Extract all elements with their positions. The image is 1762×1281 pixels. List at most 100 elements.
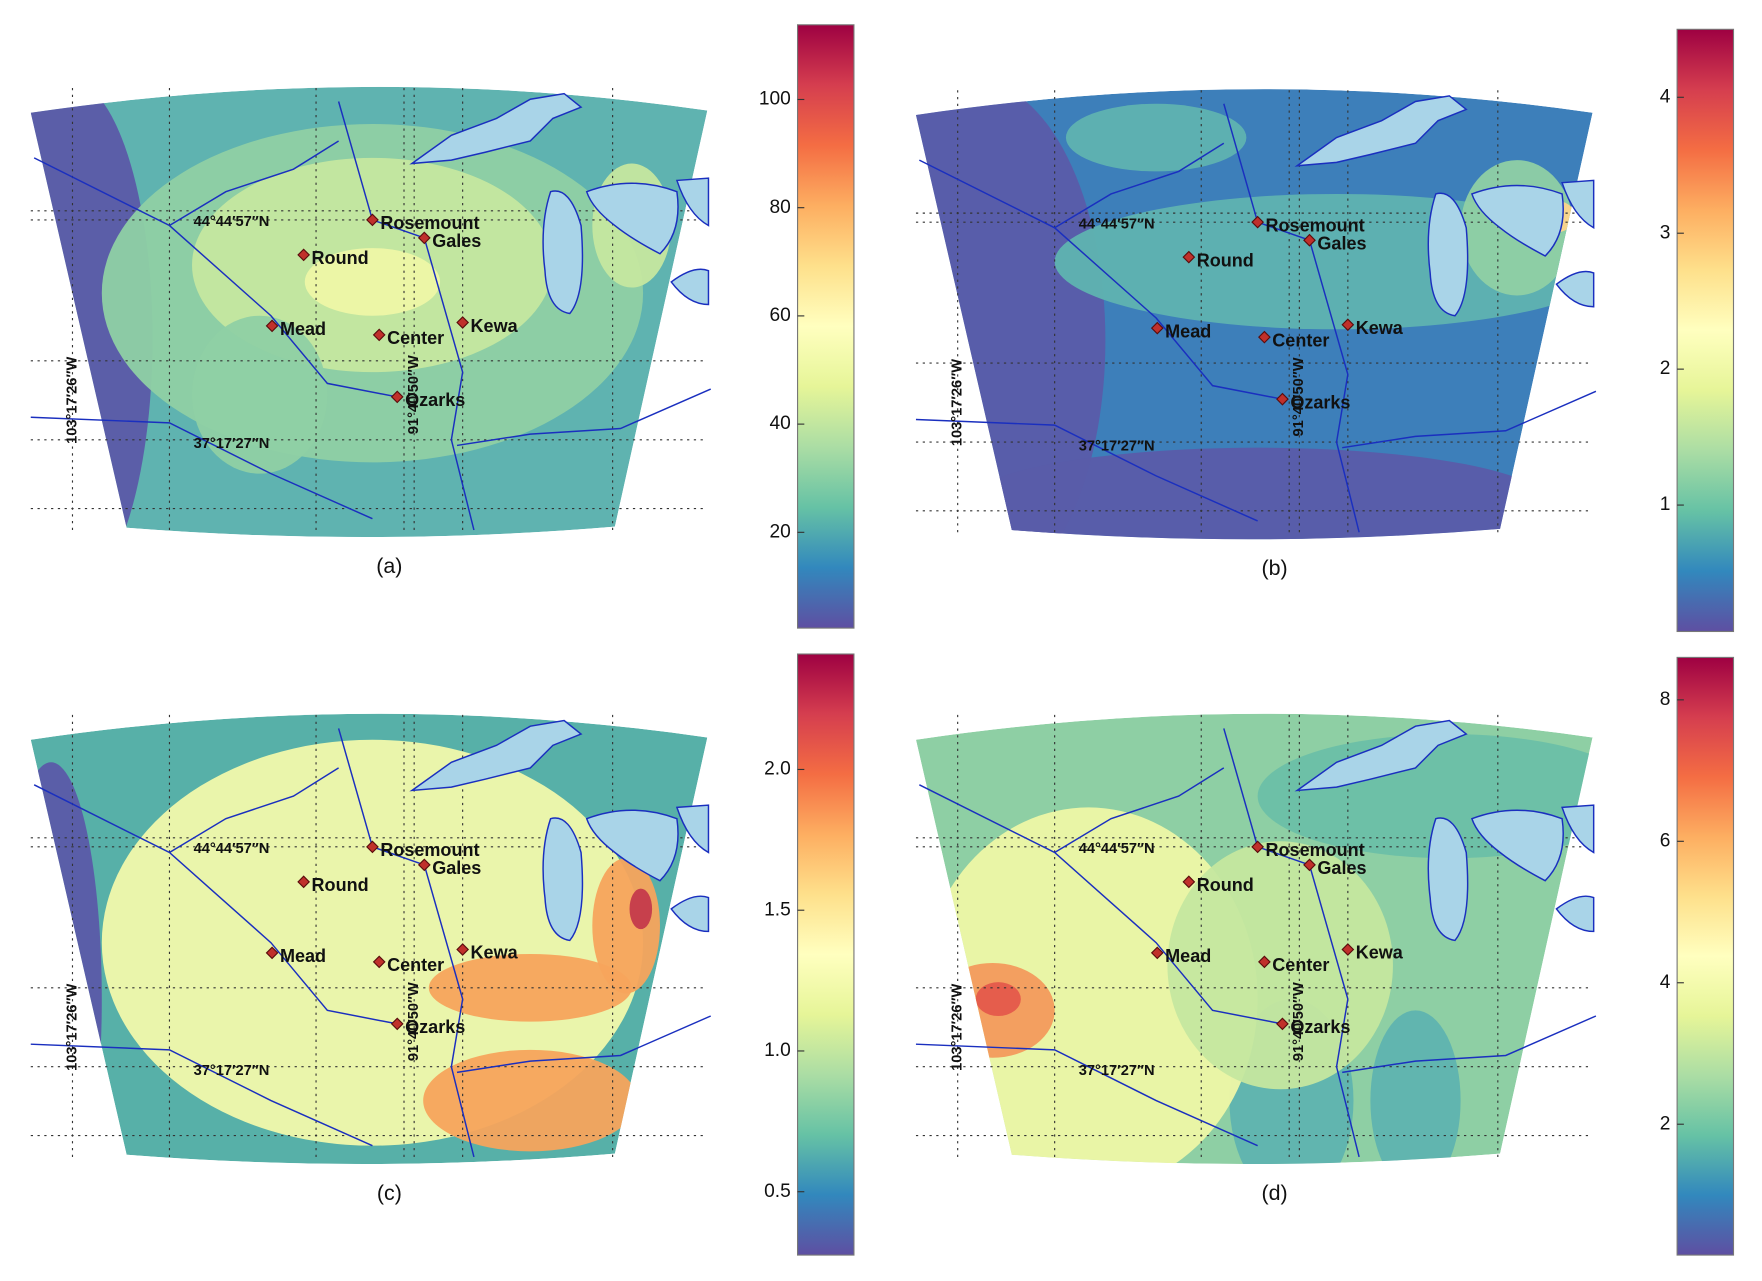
river <box>30 416 373 520</box>
lake <box>1470 809 1564 882</box>
lake <box>675 804 710 854</box>
site-label: Mead <box>280 319 326 339</box>
contour-region <box>1167 841 1393 1090</box>
site-marker <box>1150 321 1164 335</box>
lake <box>1427 192 1469 317</box>
site-label: Rosemount <box>1266 215 1365 235</box>
contour-region <box>101 739 644 1146</box>
site-marker <box>417 858 431 872</box>
site-label: Mead <box>1165 321 1211 341</box>
panel-label: (b) <box>1261 556 1287 580</box>
contour-region <box>428 953 632 1022</box>
panel-label: (d) <box>1261 1181 1287 1205</box>
colorbar-tick-label: 20 <box>769 521 790 542</box>
site-label: Gales <box>432 231 481 251</box>
colorbar-tick-label: 60 <box>769 305 790 326</box>
longitude-label: 103°17′26″W <box>64 984 80 1071</box>
river <box>456 388 712 447</box>
site-marker <box>390 1017 404 1031</box>
site-label: Ozarks <box>405 1017 465 1037</box>
lake <box>585 809 679 882</box>
site-label: Kewa <box>1356 318 1404 338</box>
site-marker <box>1258 955 1271 969</box>
longitude-label: 91°40′50″W <box>406 355 422 434</box>
river <box>919 159 1283 400</box>
colorbar <box>796 653 855 1256</box>
site-label: Kewa <box>471 316 519 336</box>
lake <box>585 182 679 255</box>
site-marker <box>1276 392 1289 406</box>
latitude-label: 44°44′57″N <box>1079 216 1155 232</box>
site-marker <box>456 943 470 956</box>
site-label: Ozarks <box>1290 392 1350 412</box>
contour-region <box>592 858 660 994</box>
lake <box>670 268 710 306</box>
site-label: Gales <box>1317 858 1366 878</box>
contour-region <box>919 807 1258 1165</box>
site-marker <box>297 875 311 889</box>
panel-label: (c) <box>377 1181 402 1205</box>
site-marker <box>1150 946 1164 960</box>
river <box>1054 767 1225 854</box>
colorbar-tick-label: 2 <box>1660 1113 1671 1134</box>
site-label: Ozarks <box>405 390 465 410</box>
lake <box>1555 270 1595 308</box>
latitude-label: 44°44′57″N <box>1079 841 1155 857</box>
river <box>1342 390 1597 449</box>
lake <box>1294 719 1468 792</box>
colorbar-tick-label: 1 <box>1660 494 1671 515</box>
site-label: Kewa <box>1356 943 1404 963</box>
site-label: Round <box>312 875 369 895</box>
lake <box>542 190 584 315</box>
site-label: Rosemount <box>1266 840 1365 860</box>
contour-region <box>1370 1010 1461 1165</box>
longitude-label: 103°17′26″W <box>950 359 966 446</box>
site-label: Center <box>387 955 444 975</box>
site-marker <box>1276 1017 1289 1031</box>
site-marker <box>390 390 404 404</box>
site-label: Center <box>387 328 444 348</box>
colorbar-tick-label: 8 <box>1660 689 1671 710</box>
site-label: Mead <box>1165 946 1211 966</box>
latitude-label: 37°17′27″N <box>1079 438 1155 454</box>
river <box>1054 142 1225 229</box>
site-label: Rosemount <box>380 840 479 860</box>
longitude-label: 91°40′50″W <box>406 982 422 1061</box>
lake <box>1561 179 1595 230</box>
longitude-label: 91°40′50″W <box>1291 982 1307 1061</box>
site-marker <box>456 316 470 329</box>
colorbar-tick-label: 3 <box>1660 222 1671 243</box>
site-marker <box>417 231 431 245</box>
lake <box>1427 817 1469 942</box>
site-label: Rosemount <box>380 213 479 233</box>
contour-region <box>629 888 653 930</box>
site-label: Center <box>1272 955 1329 975</box>
site-marker <box>1251 840 1265 854</box>
latitude-label: 44°44′57″N <box>194 214 270 230</box>
colorbar <box>796 24 855 629</box>
site-marker <box>265 319 279 333</box>
site-marker <box>366 213 379 227</box>
contour-region <box>975 982 1021 1017</box>
river <box>915 418 1258 522</box>
colorbar-tick-label: 1.0 <box>764 1040 791 1061</box>
lake <box>409 719 583 792</box>
river <box>30 1043 373 1147</box>
colorbar-tick-label: 1.5 <box>764 899 791 920</box>
site-label: Gales <box>1317 233 1366 253</box>
site-marker <box>1303 858 1316 872</box>
site-marker <box>1303 233 1316 247</box>
river <box>915 1043 1258 1147</box>
latitude-label: 37°17′27″N <box>194 1063 270 1079</box>
site-marker <box>372 955 386 969</box>
river <box>33 157 398 398</box>
colorbar-tick-label: 40 <box>769 413 790 434</box>
site-marker <box>1182 875 1196 889</box>
river <box>1342 1015 1597 1074</box>
